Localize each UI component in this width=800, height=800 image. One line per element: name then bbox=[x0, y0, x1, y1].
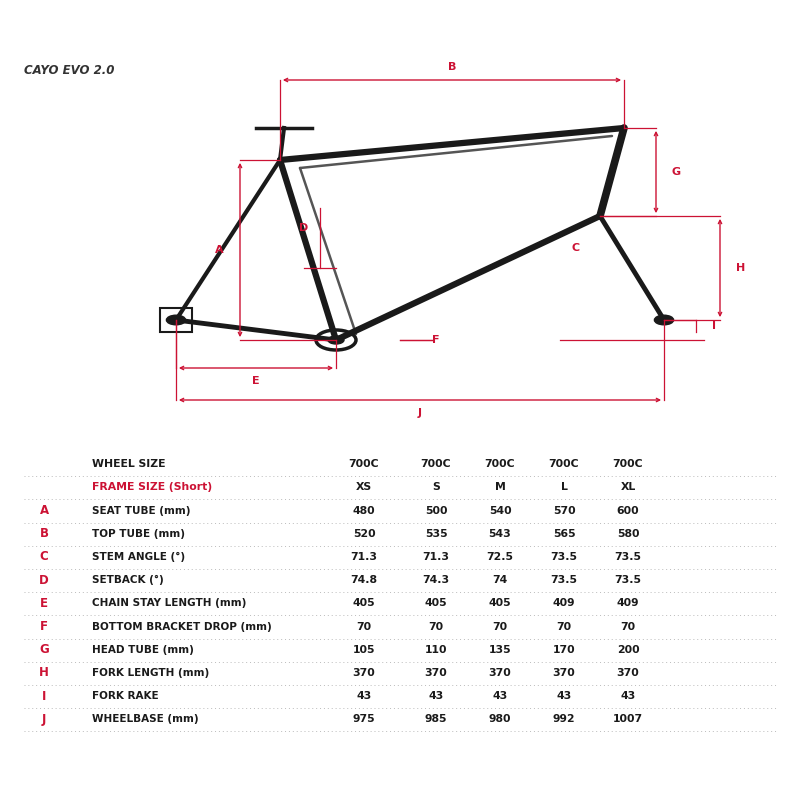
Text: CAYO EVO 2.0: CAYO EVO 2.0 bbox=[24, 64, 114, 77]
Text: 135: 135 bbox=[489, 645, 511, 654]
Text: 70: 70 bbox=[357, 622, 371, 631]
Text: STEM ANGLE (°): STEM ANGLE (°) bbox=[92, 552, 185, 562]
Text: S: S bbox=[432, 482, 440, 492]
Text: B: B bbox=[39, 527, 49, 540]
Text: 71.3: 71.3 bbox=[350, 552, 378, 562]
Circle shape bbox=[166, 315, 186, 325]
Text: 370: 370 bbox=[353, 668, 375, 678]
Text: 43: 43 bbox=[492, 691, 508, 701]
Text: 105: 105 bbox=[353, 645, 375, 654]
Text: 70: 70 bbox=[429, 622, 443, 631]
Text: A: A bbox=[39, 504, 49, 517]
Text: XS: XS bbox=[356, 482, 372, 492]
Text: FRAME SIZE (Short): FRAME SIZE (Short) bbox=[92, 482, 212, 492]
Text: 43: 43 bbox=[356, 691, 372, 701]
Text: D: D bbox=[39, 574, 49, 586]
Text: FORK LENGTH (mm): FORK LENGTH (mm) bbox=[92, 668, 210, 678]
Text: 700C: 700C bbox=[349, 459, 379, 469]
Text: 535: 535 bbox=[425, 529, 447, 538]
Text: 73.5: 73.5 bbox=[614, 552, 642, 562]
Text: BOTTOM BRACKET DROP (mm): BOTTOM BRACKET DROP (mm) bbox=[92, 622, 272, 631]
Text: 600: 600 bbox=[617, 506, 639, 515]
Text: 565: 565 bbox=[553, 529, 575, 538]
Text: 570: 570 bbox=[553, 506, 575, 515]
Text: 405: 405 bbox=[353, 598, 375, 608]
Text: ROAD | CAYO EVO: ROAD | CAYO EVO bbox=[39, 14, 216, 32]
Text: FORK RAKE: FORK RAKE bbox=[92, 691, 158, 701]
Circle shape bbox=[654, 315, 674, 325]
Text: 985: 985 bbox=[425, 714, 447, 724]
Text: E: E bbox=[40, 597, 48, 610]
Text: 74: 74 bbox=[492, 575, 508, 585]
Text: 370: 370 bbox=[489, 668, 511, 678]
Text: SEAT TUBE (mm): SEAT TUBE (mm) bbox=[92, 506, 190, 515]
Text: 70: 70 bbox=[621, 622, 635, 631]
Text: 71.3: 71.3 bbox=[422, 552, 450, 562]
Text: WHEELBASE (mm): WHEELBASE (mm) bbox=[92, 714, 198, 724]
Text: 540: 540 bbox=[489, 506, 511, 515]
Text: C: C bbox=[40, 550, 48, 563]
Text: 72.5: 72.5 bbox=[486, 552, 514, 562]
Text: J: J bbox=[42, 713, 46, 726]
Text: L: L bbox=[561, 482, 567, 492]
Text: 74.8: 74.8 bbox=[350, 575, 378, 585]
Text: H: H bbox=[736, 263, 746, 273]
Text: WHEEL SIZE: WHEEL SIZE bbox=[92, 459, 166, 469]
Text: 370: 370 bbox=[553, 668, 575, 678]
Text: 980: 980 bbox=[489, 714, 511, 724]
Text: D: D bbox=[299, 223, 309, 233]
Text: TOP TUBE (mm): TOP TUBE (mm) bbox=[92, 529, 185, 538]
Text: 73.5: 73.5 bbox=[614, 575, 642, 585]
Text: 73.5: 73.5 bbox=[550, 552, 578, 562]
Text: 70: 70 bbox=[557, 622, 571, 631]
Text: 700C: 700C bbox=[485, 459, 515, 469]
Text: 405: 405 bbox=[489, 598, 511, 608]
Text: G: G bbox=[39, 643, 49, 656]
Text: I: I bbox=[712, 321, 716, 331]
Text: 543: 543 bbox=[489, 529, 511, 538]
Circle shape bbox=[328, 336, 344, 344]
Text: XL: XL bbox=[620, 482, 636, 492]
Text: 700C: 700C bbox=[613, 459, 643, 469]
Text: 43: 43 bbox=[428, 691, 444, 701]
Text: 170: 170 bbox=[553, 645, 575, 654]
Text: B: B bbox=[448, 62, 456, 72]
Text: 110: 110 bbox=[425, 645, 447, 654]
Text: F: F bbox=[40, 620, 48, 633]
Text: 73.5: 73.5 bbox=[550, 575, 578, 585]
Text: 370: 370 bbox=[425, 668, 447, 678]
Text: 43: 43 bbox=[620, 691, 636, 701]
Text: M: M bbox=[494, 482, 506, 492]
Text: 370: 370 bbox=[617, 668, 639, 678]
Text: 405: 405 bbox=[425, 598, 447, 608]
Text: SETBACK (°): SETBACK (°) bbox=[92, 575, 164, 586]
Text: 70: 70 bbox=[493, 622, 507, 631]
Text: 480: 480 bbox=[353, 506, 375, 515]
Text: 700C: 700C bbox=[421, 459, 451, 469]
Text: 200: 200 bbox=[617, 645, 639, 654]
Text: 580: 580 bbox=[617, 529, 639, 538]
Text: I: I bbox=[42, 690, 46, 702]
Bar bbox=[160, 308, 192, 332]
Text: 700C: 700C bbox=[549, 459, 579, 469]
Text: G: G bbox=[672, 167, 681, 177]
Text: F: F bbox=[432, 335, 439, 345]
Text: 500: 500 bbox=[425, 506, 447, 515]
Text: 520: 520 bbox=[353, 529, 375, 538]
Text: E: E bbox=[252, 376, 260, 386]
Text: 975: 975 bbox=[353, 714, 375, 724]
Text: J: J bbox=[418, 408, 422, 418]
Text: 992: 992 bbox=[553, 714, 575, 724]
Text: C: C bbox=[572, 243, 580, 253]
Text: H: H bbox=[39, 666, 49, 679]
Text: 1007: 1007 bbox=[613, 714, 643, 724]
Text: 74.3: 74.3 bbox=[422, 575, 450, 585]
Text: A: A bbox=[215, 245, 224, 255]
Text: HEAD TUBE (mm): HEAD TUBE (mm) bbox=[92, 645, 194, 654]
Text: CHAIN STAY LENGTH (mm): CHAIN STAY LENGTH (mm) bbox=[92, 598, 246, 608]
Text: 43: 43 bbox=[556, 691, 572, 701]
Text: 409: 409 bbox=[553, 598, 575, 608]
Text: 409: 409 bbox=[617, 598, 639, 608]
